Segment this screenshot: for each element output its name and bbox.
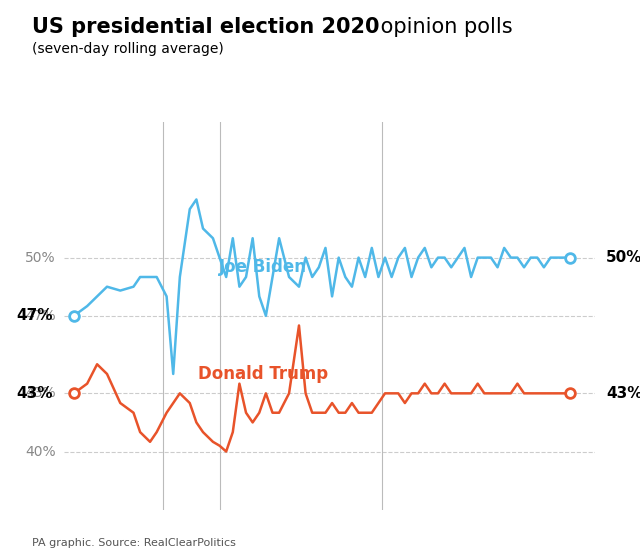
- Text: Donald Trump: Donald Trump: [198, 365, 328, 383]
- Text: 40%: 40%: [26, 444, 56, 459]
- Text: 50%: 50%: [606, 250, 640, 265]
- Text: 43%: 43%: [26, 386, 56, 401]
- Text: PA graphic. Source: RealClearPolitics: PA graphic. Source: RealClearPolitics: [32, 538, 236, 548]
- Text: 43%: 43%: [606, 386, 640, 401]
- Text: opinion polls: opinion polls: [374, 17, 513, 37]
- Text: Joe Biden: Joe Biden: [219, 258, 307, 276]
- Text: (seven-day rolling average): (seven-day rolling average): [32, 42, 224, 55]
- Text: US presidential election 2020: US presidential election 2020: [32, 17, 380, 37]
- Text: 47%: 47%: [16, 308, 52, 324]
- Text: 43%: 43%: [16, 386, 52, 401]
- Text: 47%: 47%: [26, 309, 56, 323]
- Text: 50%: 50%: [26, 250, 56, 265]
